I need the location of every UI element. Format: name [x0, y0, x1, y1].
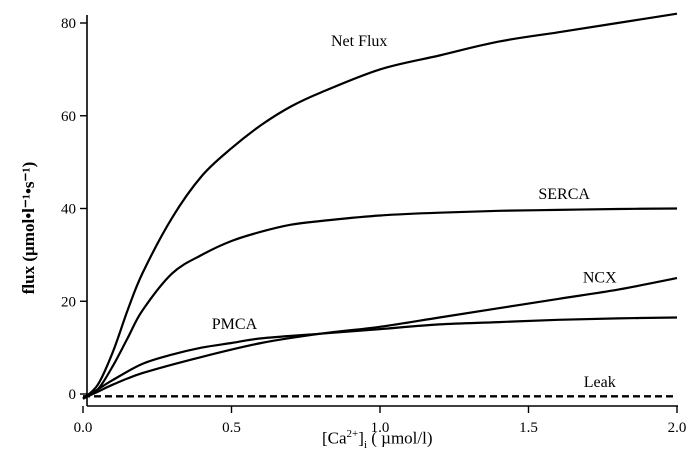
x-axis-label: [Ca2+]i ( µmol/l) — [322, 428, 433, 451]
x-axis-label-superscript: 2+ — [346, 428, 359, 440]
series-label-serca: SERCA — [538, 186, 590, 203]
y-tick-label: 40 — [61, 202, 76, 218]
y-tick-label: 0 — [69, 387, 77, 403]
curves — [82, 12, 678, 400]
series-label-leak: Leak — [584, 374, 616, 391]
y-tick-label: 80 — [61, 16, 76, 32]
y-tick-label: 60 — [61, 109, 76, 125]
axes: 0 20 40 60 80 0.0 0.5 1.0 1.5 2.0 — [61, 15, 686, 436]
x-tick-label: 1.0 — [371, 420, 390, 436]
x-tick-label: 1.5 — [519, 420, 538, 436]
y-tick-label: 20 — [61, 294, 76, 310]
series-label-net-flux: Net Flux — [331, 33, 387, 50]
x-axis-label-part: ] — [358, 428, 364, 448]
series-labels: Net Flux SERCA NCX PMCA Leak — [212, 33, 617, 391]
x-axis-label-part: ( µmol/l) — [367, 428, 433, 448]
x-tick-label: 0.0 — [74, 420, 93, 436]
series-label-pmca: PMCA — [212, 316, 258, 333]
x-axis-label-subscript: i — [363, 439, 367, 452]
x-tick-label: 2.0 — [668, 420, 687, 436]
x-axis-label-part: [Ca — [322, 428, 347, 448]
y-axis-label: flux (µmol•l⁻¹•s⁻¹) — [19, 162, 38, 294]
series-line-serca — [82, 207, 678, 400]
series-label-ncx: NCX — [583, 270, 617, 287]
series-line-net-flux — [82, 12, 678, 400]
series-line-pmca — [82, 316, 678, 400]
x-tick-label: 0.5 — [222, 420, 241, 436]
